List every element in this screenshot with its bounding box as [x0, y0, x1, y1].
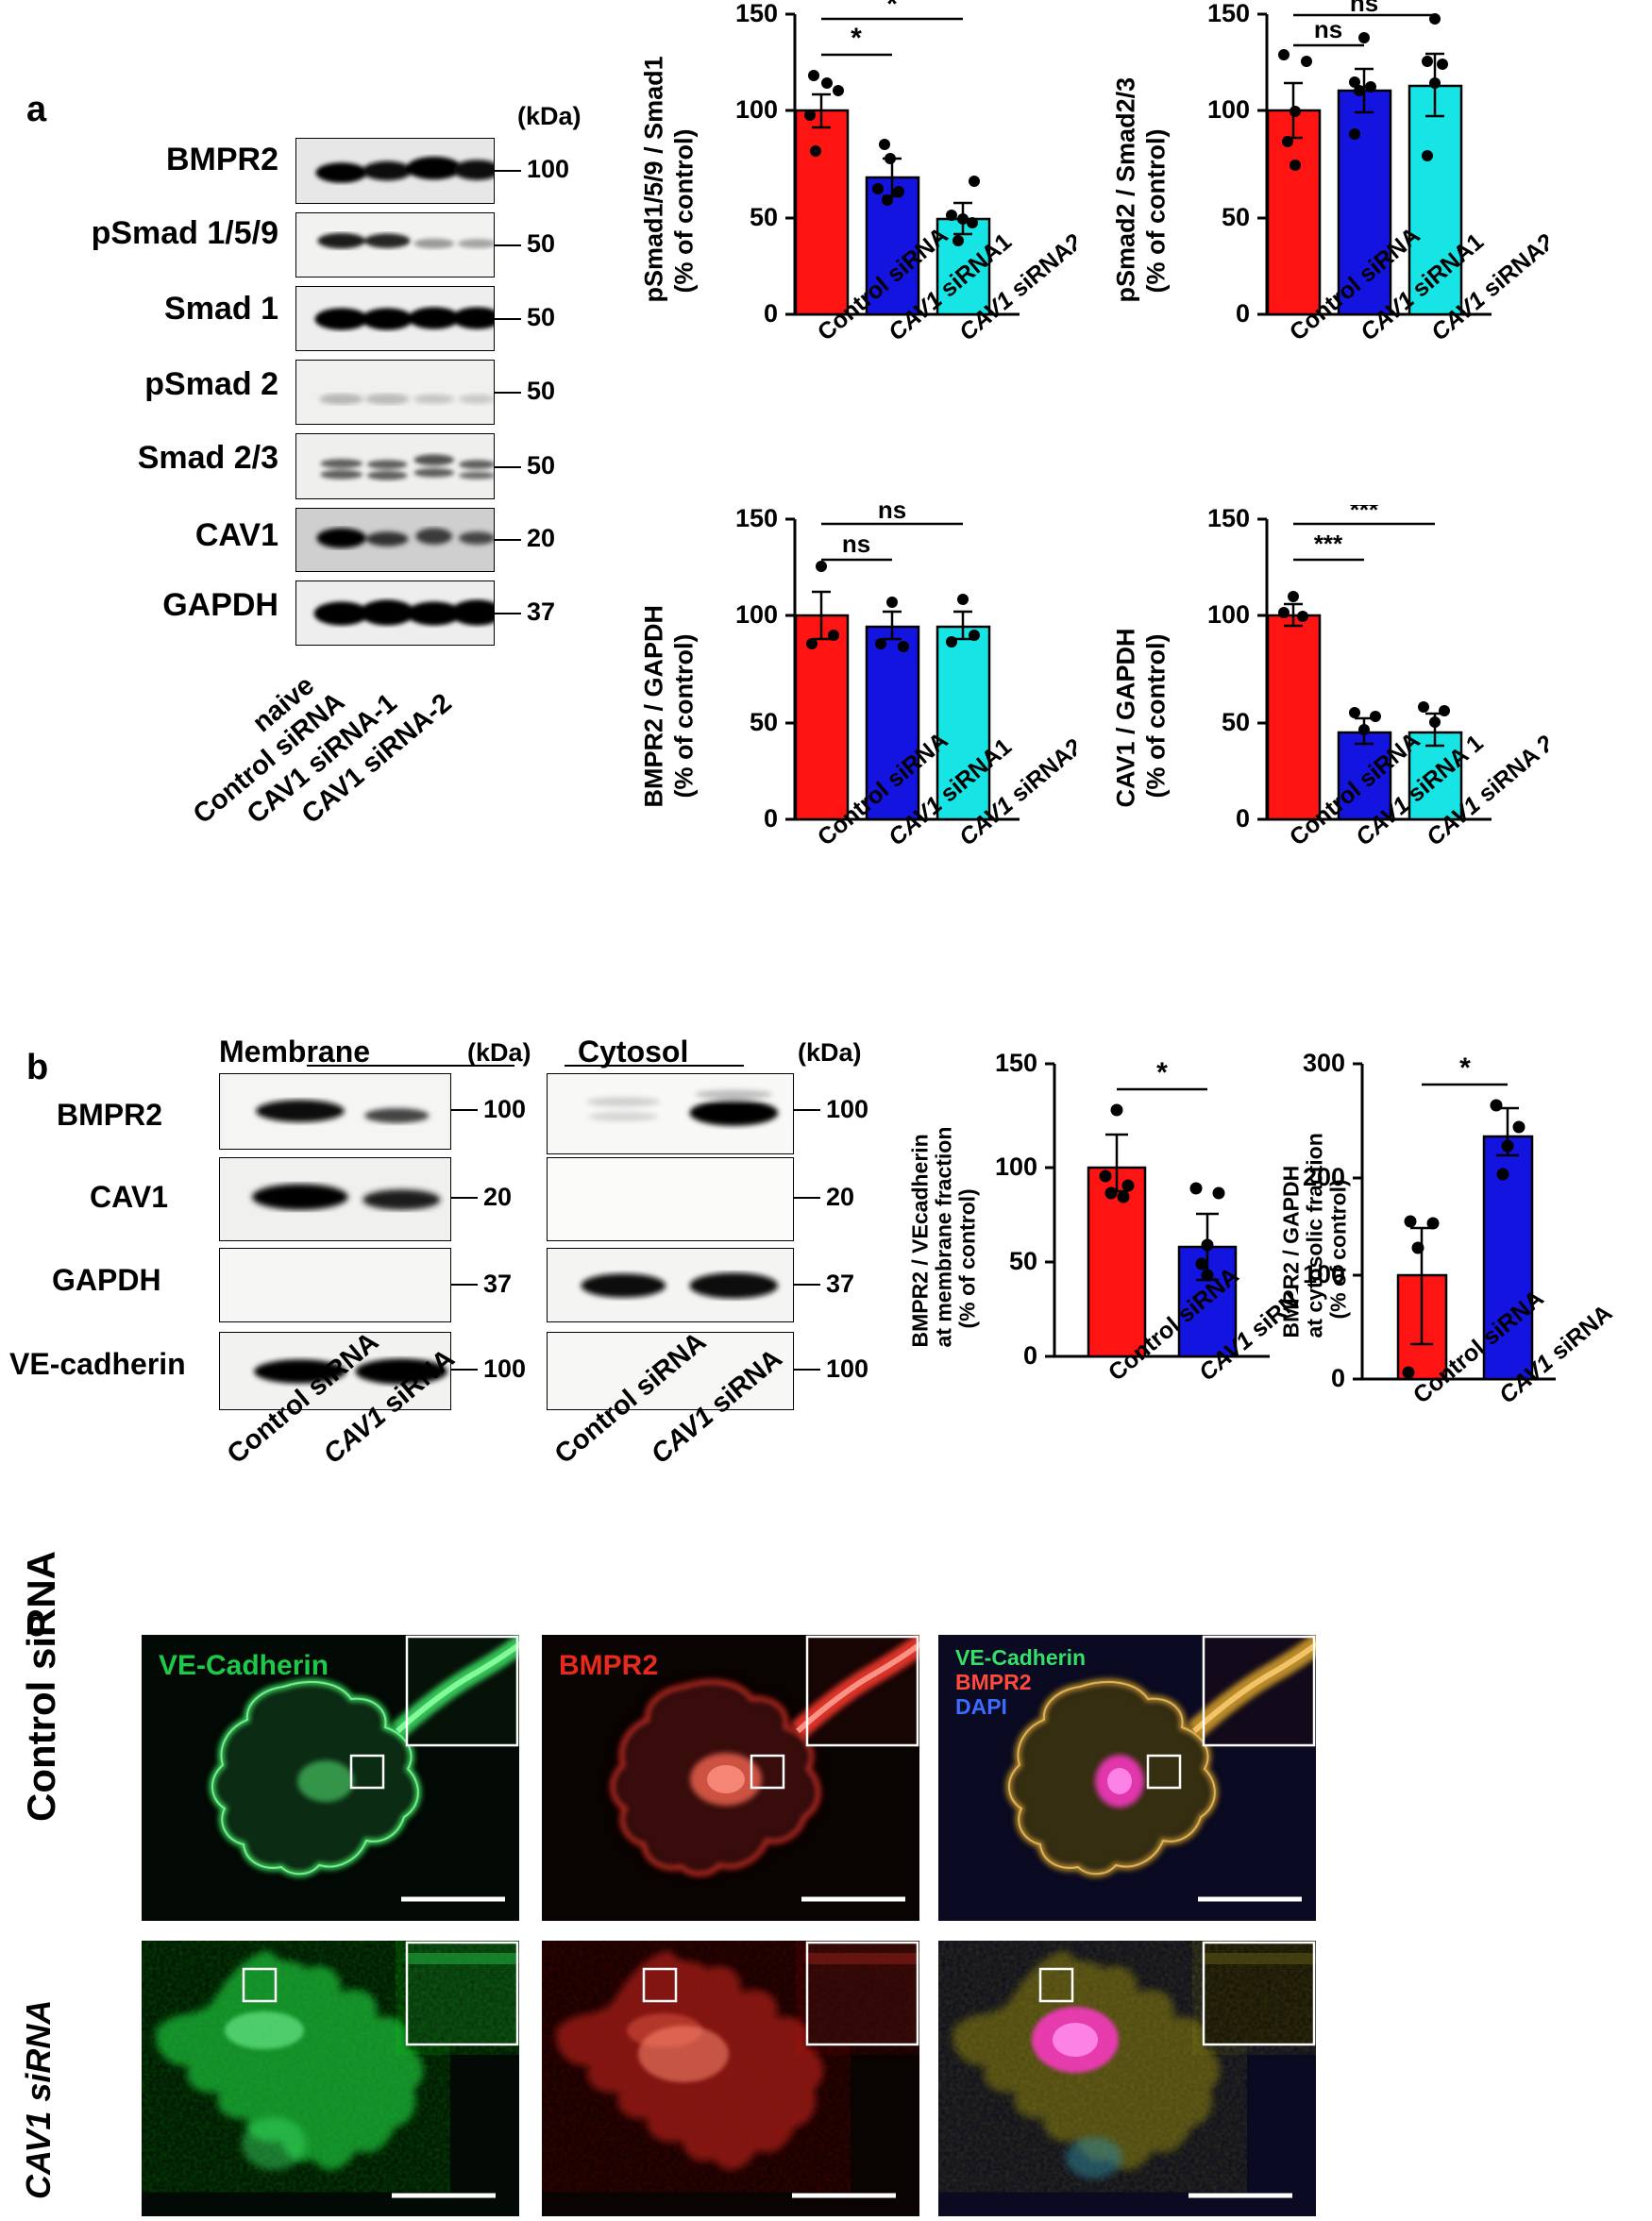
- svg-text:VE-Cadherin: VE-Cadherin: [955, 1645, 1086, 1670]
- svg-text:ns: ns: [878, 505, 906, 524]
- svg-text:150: 150: [736, 0, 778, 27]
- svg-text:0: 0: [764, 804, 778, 833]
- svg-text:BMPR2: BMPR2: [559, 1650, 658, 1681]
- svg-text:0: 0: [1236, 299, 1250, 328]
- svg-text:0: 0: [1023, 1341, 1037, 1370]
- svg-text:50: 50: [1009, 1247, 1037, 1275]
- svg-text:ns: ns: [1350, 0, 1378, 17]
- svg-text:50: 50: [750, 708, 778, 736]
- svg-text:VE-Cadherin: VE-Cadherin: [159, 1650, 329, 1681]
- svg-text:50: 50: [1222, 708, 1250, 736]
- svg-text:100: 100: [736, 95, 778, 124]
- svg-text:0: 0: [764, 299, 778, 328]
- svg-text:*: *: [851, 23, 862, 54]
- svg-text:DAPI: DAPI: [955, 1694, 1007, 1719]
- svg-text:0: 0: [1331, 1364, 1345, 1392]
- svg-text:***: ***: [1314, 530, 1343, 558]
- svg-text:150: 150: [1208, 0, 1250, 27]
- svg-text:BMPR2: BMPR2: [955, 1670, 1032, 1694]
- svg-text:300: 300: [1303, 1052, 1345, 1077]
- svg-text:100: 100: [736, 600, 778, 629]
- svg-text:50: 50: [1222, 203, 1250, 231]
- svg-text:100: 100: [1208, 95, 1250, 124]
- svg-text:150: 150: [995, 1052, 1037, 1077]
- svg-text:100: 100: [1208, 600, 1250, 629]
- svg-text:ns: ns: [842, 530, 870, 558]
- svg-text:50: 50: [750, 203, 778, 231]
- svg-text:100: 100: [995, 1153, 1037, 1181]
- svg-text:*: *: [1459, 1052, 1471, 1084]
- svg-text:ns: ns: [1314, 15, 1342, 43]
- svg-text:150: 150: [1208, 505, 1250, 532]
- svg-text:*: *: [1156, 1057, 1168, 1088]
- svg-text:0: 0: [1236, 804, 1250, 833]
- svg-text:150: 150: [736, 505, 778, 532]
- svg-text:*: *: [886, 0, 898, 20]
- svg-text:***: ***: [1350, 505, 1379, 524]
